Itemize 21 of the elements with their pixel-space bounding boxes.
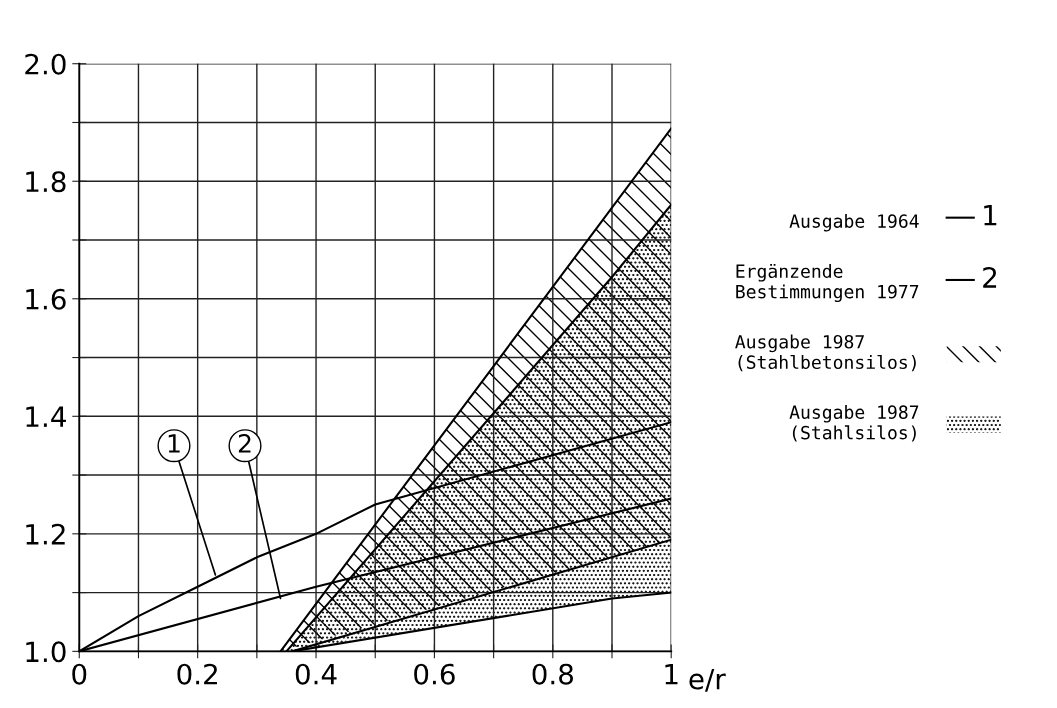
x-tick-label: 0 [72, 663, 87, 685]
y-tick-label: 1.4 [26, 406, 66, 427]
x-tick-label: 0.8 [532, 663, 573, 685]
x-tick-label: 0.4 [295, 663, 337, 685]
legend-label: Ausgabe 1964 [789, 213, 919, 232]
annotation: 2 [238, 434, 251, 453]
text: 1 [984, 205, 997, 226]
legend-label: Ergänzende Bestimmungen 1977 [736, 264, 919, 303]
y-tick-label: 1.0 [26, 641, 66, 663]
y-tick-label: 2.0 [25, 53, 66, 75]
y-tick-label: 1.6 [26, 288, 66, 310]
y-tick-label: 1.8 [26, 171, 66, 193]
x-tick-label: 0.2 [177, 663, 217, 685]
legend-label: Ausgabe 1987 (Stahlsilos) [789, 405, 919, 442]
y-tick-label: 1.2 [26, 523, 65, 545]
x-tick-label: 1 [665, 664, 678, 685]
x-axis-title: e/r [689, 668, 726, 692]
x-tick-label: 0.6 [414, 663, 455, 685]
legend-label: Ausgabe 1987 (Stahlbetonsilos) [735, 334, 916, 372]
text: 2 [983, 267, 997, 288]
annotation: 1 [168, 434, 180, 453]
